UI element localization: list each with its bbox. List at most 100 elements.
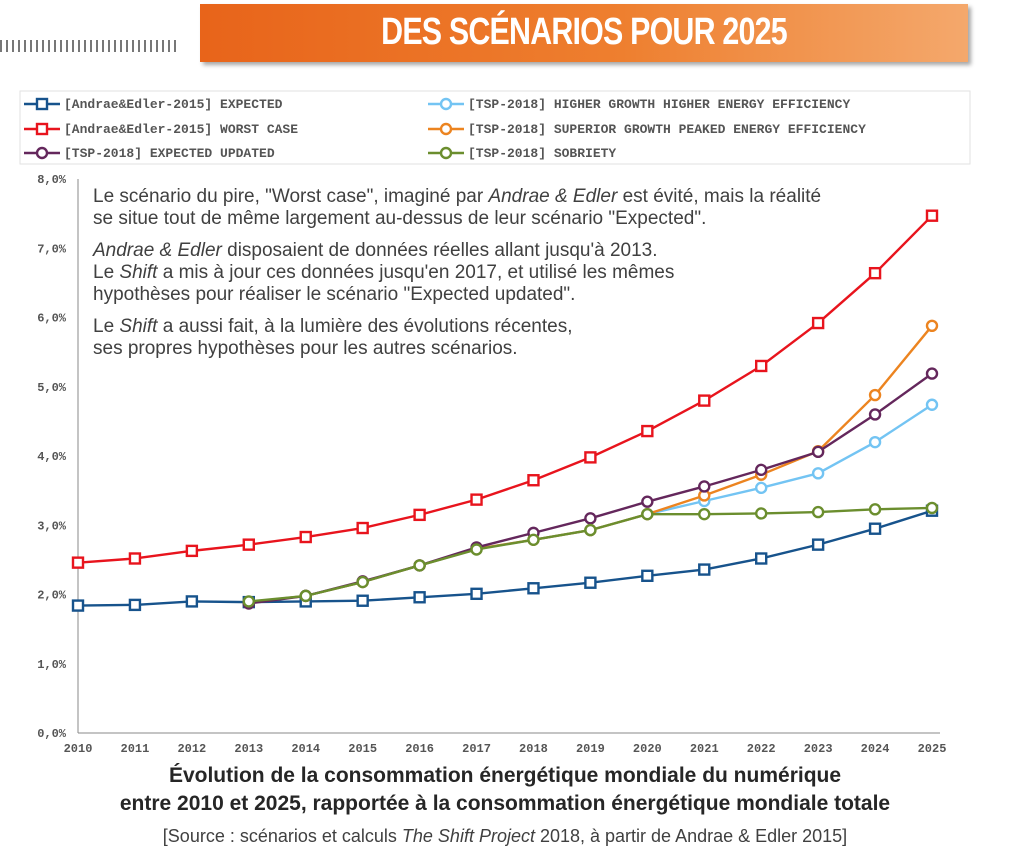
data-point: [356, 575, 369, 589]
legend-item-andrae-edler-2015-worst-case: [Andrae&Edler-2015] WORST CASE: [24, 122, 298, 137]
data-point: [868, 388, 882, 402]
series-tsp-2018-sobriety: [242, 501, 939, 608]
data-point: [413, 508, 426, 522]
legend-item-tsp-2018-higher-growth-higher-energy-efficiency: [TSP-2018] HIGHER GROWTH HIGHER ENERGY E…: [428, 97, 850, 112]
legend-item-andrae-edler-2015-expected: [Andrae&Edler-2015] EXPECTED: [24, 97, 283, 112]
x-tick-label: 2024: [861, 742, 890, 756]
legend-item-tsp-2018-superior-growth-peaked-energy-efficiency: [TSP-2018] SUPERIOR GROWTH PEAKED ENERGY…: [428, 122, 866, 137]
legend-label: [TSP-2018] HIGHER GROWTH HIGHER ENERGY E…: [468, 97, 850, 112]
annotation-paragraph-2: Andrae & Edler disposaient de données ré…: [93, 240, 675, 305]
x-tick-label: 2023: [804, 742, 833, 756]
legend-label: [Andrae&Edler-2015] EXPECTED: [64, 97, 283, 112]
data-point: [755, 359, 768, 373]
y-tick-label: 7,0%: [37, 242, 67, 256]
chart-annotation: Le scénario du pire, "Worst case", imagi…: [93, 186, 923, 370]
legend-marker: [439, 122, 453, 136]
x-tick-label: 2015: [348, 742, 377, 756]
y-tick-label: 4,0%: [37, 450, 67, 464]
legend-label: [Andrae&Edler-2015] WORST CASE: [64, 122, 298, 137]
data-point: [584, 576, 597, 589]
annotation-paragraph-1: Le scénario du pire, "Worst case", imagi…: [93, 186, 822, 229]
data-point: [868, 408, 882, 421]
caption-line-1: Évolution de la consommation énergétique…: [168, 764, 842, 787]
x-tick-label: 2016: [405, 742, 434, 756]
y-tick-label: 1,0%: [37, 658, 67, 672]
data-point: [527, 533, 540, 546]
data-point: [584, 523, 597, 537]
data-point: [356, 594, 369, 607]
y-tick-label: 2,0%: [37, 589, 67, 603]
x-tick-label: 2022: [747, 742, 776, 756]
page-title: DES SCÉNARIOS POUR 2025: [381, 11, 787, 53]
x-tick-label: 2020: [633, 742, 662, 756]
data-point: [641, 507, 654, 521]
data-point: [71, 599, 85, 612]
data-point: [811, 538, 825, 551]
legend-item-tsp-2018-expected-updated: [TSP-2018] EXPECTED UPDATED: [24, 146, 275, 161]
legend-item-tsp-2018-sobriety: [TSP-2018] SOBRIETY: [428, 146, 616, 161]
data-point: [413, 559, 426, 572]
legend-marker: [35, 146, 49, 160]
y-tick-label: 0,0%: [37, 727, 67, 741]
caption-line-2: entre 2010 et 2025, rapportée à la conso…: [119, 792, 891, 815]
data-point: [641, 569, 654, 583]
data-point: [925, 209, 939, 222]
data-point: [868, 522, 882, 535]
data-point: [584, 451, 597, 464]
data-point: [868, 503, 882, 516]
series-andrae-edler-2015-worst-case: [71, 209, 939, 569]
data-point: [811, 316, 825, 330]
chart-legend: [Andrae&Edler-2015] EXPECTED [Andrae&Edle…: [19, 90, 971, 165]
x-tick-label: 2011: [121, 742, 150, 756]
series-line: [248, 403, 933, 604]
data-point: [242, 538, 256, 551]
source-prefix: [Source : scénarios et calculs: [162, 826, 402, 846]
data-point: [755, 552, 768, 565]
data-point: [868, 266, 882, 280]
decorative-tick-bar: [0, 40, 178, 52]
series-andrae-edler-2015-expected: [71, 504, 939, 612]
data-point: [470, 493, 483, 506]
x-tick-label: 2021: [690, 742, 719, 756]
series-line: [248, 372, 933, 605]
data-point: [925, 398, 939, 411]
legend-marker: [439, 97, 453, 111]
legend-box: [19, 90, 971, 165]
chart-axes: 0,0% 1,0% 2,0% 3,0% 4,0% 5,0% 6,0% 7,0% 8,0% 2010…: [37, 173, 946, 756]
x-tick-label: 2010: [64, 742, 93, 756]
data-point: [527, 582, 540, 595]
title-banner: DES SCÉNARIOS POUR 2025: [200, 4, 968, 62]
y-tick-label: 5,0%: [37, 381, 67, 395]
legend-label: [TSP-2018] SOBRIETY: [468, 146, 616, 161]
source-italic: The Shift Project: [401, 826, 535, 846]
data-point: [698, 394, 711, 407]
y-tick-label: 8,0%: [37, 173, 67, 187]
data-point: [185, 544, 199, 558]
series-line: [77, 214, 933, 564]
x-tick-label: 2014: [291, 742, 320, 756]
data-point: [925, 319, 939, 333]
legend-marker: [35, 122, 49, 136]
source-note: [Source : scénarios et calculs The Shift…: [0, 826, 1010, 847]
data-point: [470, 587, 483, 601]
x-tick-label: 2025: [918, 742, 947, 756]
data-point: [811, 505, 825, 519]
data-point: [185, 595, 199, 608]
data-point: [470, 543, 483, 556]
data-point: [242, 595, 256, 608]
data-point: [71, 556, 85, 569]
data-point: [811, 467, 825, 480]
chart-caption: Évolution de la consommation énergétique…: [0, 762, 1010, 818]
data-point: [641, 495, 654, 508]
series-line: [77, 509, 933, 607]
legend-label: [TSP-2018] EXPECTED UPDATED: [64, 146, 275, 161]
legend-marker: [35, 97, 49, 111]
data-point: [299, 589, 312, 603]
data-point: [811, 445, 825, 459]
data-point: [584, 512, 597, 525]
data-point: [128, 598, 142, 612]
data-point: [925, 501, 939, 515]
data-point: [755, 507, 768, 520]
x-tick-label: 2012: [177, 742, 206, 756]
data-point: [925, 367, 939, 380]
